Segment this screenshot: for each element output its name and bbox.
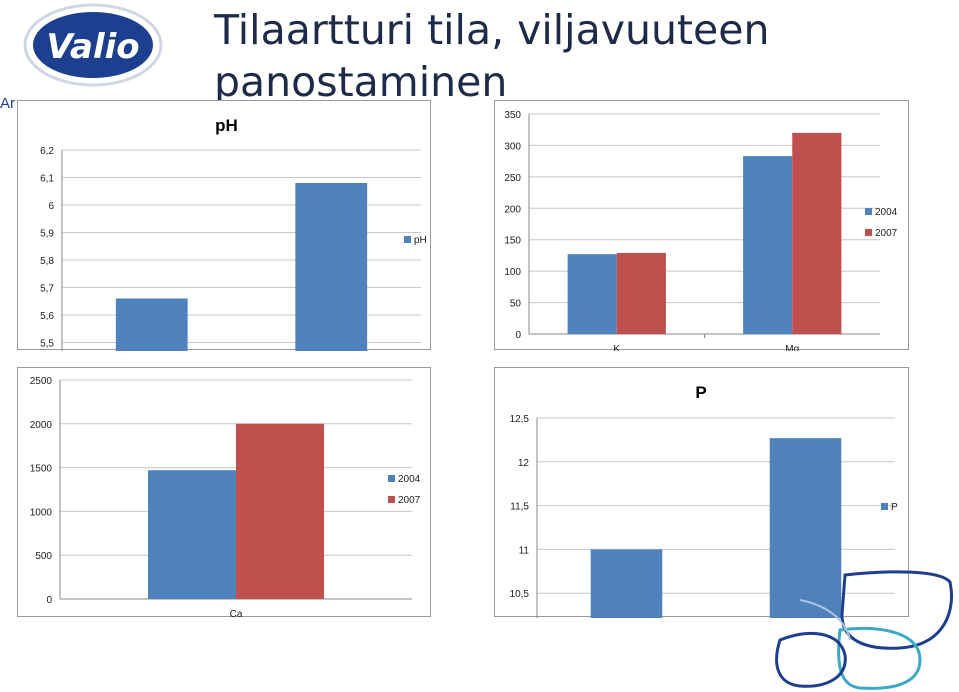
y-tick-label: 6,2 — [40, 146, 54, 157]
y-tick-label: 2500 — [30, 376, 53, 387]
slide-title: Tilaartturi tila, viljavuuteen panostami… — [214, 6, 770, 106]
y-tick-label: 200 — [504, 204, 521, 215]
chart-title: pH — [215, 116, 238, 135]
side-text: Ar — [0, 95, 15, 112]
x-tick-label: Mg — [785, 344, 799, 351]
decorative-shapes — [775, 570, 953, 690]
y-tick-label: 300 — [504, 141, 521, 152]
bar-K-2004 — [567, 254, 617, 334]
y-tick-label: 11 — [519, 545, 530, 556]
y-tick-label: 100 — [504, 267, 521, 278]
bar-2007-pH — [295, 183, 368, 351]
y-tick-label: 5,8 — [40, 256, 54, 267]
y-tick-label: 6,1 — [40, 174, 54, 185]
x-tick-label: Ca — [230, 609, 243, 618]
y-tick-label: 12,5 — [510, 414, 530, 425]
legend-label: 2004 — [398, 474, 421, 485]
valio-logo: Valio — [23, 3, 163, 87]
legend-swatch-2007 — [388, 496, 395, 503]
bar-Mg-2007 — [792, 132, 842, 334]
legend-label: 2007 — [398, 495, 421, 506]
y-tick-label: 5,7 — [40, 284, 54, 295]
bar-Mg-2004 — [743, 156, 793, 334]
chart-k-mg: 0 50 100 150 200 250 300 350 K Mg 2004 2007 — [494, 100, 909, 351]
y-tick-label: 50 — [510, 299, 522, 310]
legend-swatch-2007 — [865, 229, 872, 236]
y-tick-label: 0 — [46, 595, 52, 606]
y-tick-label: 150 — [504, 236, 521, 247]
chart-title: P — [695, 383, 706, 402]
y-tick-label: 350 — [504, 110, 521, 121]
y-tick-label: 500 — [35, 551, 52, 562]
chart-ca: 0 500 1000 1500 2000 2500 Ca 2004 2007 — [17, 367, 431, 618]
y-tick-label: 11,5 — [510, 502, 529, 513]
y-tick-label: 12 — [518, 458, 530, 469]
x-tick-label: K — [613, 344, 620, 351]
legend-label: P — [891, 502, 898, 513]
bar-2007-P — [769, 438, 842, 618]
y-tick-label: 5,5 — [40, 339, 54, 350]
bar-2004-pH — [115, 298, 188, 351]
y-tick-label: 1000 — [30, 507, 53, 518]
y-tick-label: 0 — [515, 330, 521, 341]
legend-label: 2004 — [875, 207, 898, 218]
bar-2004-P — [590, 549, 663, 618]
legend-label: pH — [414, 235, 427, 246]
bar-K-2007 — [616, 252, 666, 334]
y-tick-label: 5,6 — [40, 311, 54, 322]
chart-ph: pH5,45,55,65,75,85,966,16,220042007pH — [17, 100, 431, 351]
legend-swatch-2004 — [388, 475, 395, 482]
y-tick-label: 1500 — [30, 464, 53, 475]
bar-Ca-2007 — [236, 423, 324, 599]
bar-Ca-2004 — [148, 470, 236, 599]
logo-text: Valio — [46, 27, 139, 67]
legend-swatch-P — [881, 503, 888, 510]
y-tick-label: 10,5 — [510, 589, 530, 600]
legend-swatch-pH — [404, 236, 411, 243]
legend-swatch-2004 — [865, 208, 872, 215]
y-tick-label: 6 — [48, 201, 54, 212]
y-tick-label: 2000 — [30, 420, 53, 431]
y-tick-label: 5,9 — [40, 229, 54, 240]
legend-label: 2007 — [875, 228, 898, 239]
y-tick-label: 250 — [504, 173, 521, 184]
